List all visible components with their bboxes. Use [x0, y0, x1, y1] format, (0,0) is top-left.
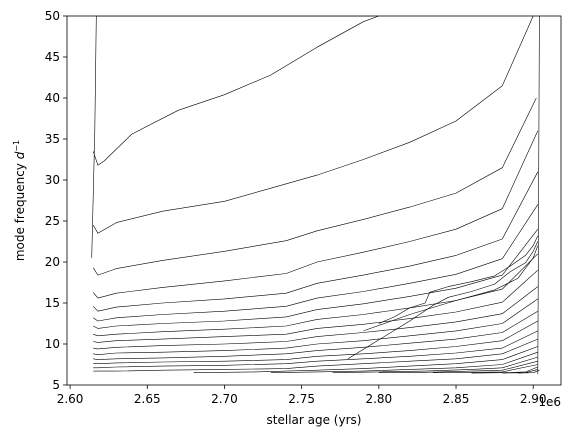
y-tick-label: 5: [52, 378, 60, 392]
series-line-10: [93, 269, 539, 343]
plot-area: [66, 15, 562, 386]
series-line-17: [193, 346, 538, 373]
y-tick-label: 50: [45, 9, 60, 23]
x-offset-label: 1e6: [538, 395, 561, 409]
plot-frame: [66, 15, 562, 386]
series-line-24: [517, 369, 540, 374]
y-axis: 5 10 15 20 25 30 35 40 45 50: [45, 9, 67, 392]
y-axis-label-unit: d: [13, 151, 27, 163]
x-tick-label: 2.70: [211, 392, 238, 406]
x-axis-label: stellar age (yrs): [267, 413, 362, 427]
y-tick-label: 25: [45, 214, 60, 228]
series-line-18: [270, 351, 538, 373]
x-axis: 2.60 2.65 2.70 2.75 2.80 2.85 2.90: [57, 385, 547, 406]
x-tick-label: 2.60: [57, 392, 84, 406]
series-line-4: [92, 97, 537, 276]
series-line-19: [332, 356, 538, 373]
y-tick-label: 15: [45, 296, 60, 310]
y-tick-label: 20: [45, 255, 60, 269]
series-line-2: [92, 16, 379, 166]
series-line-22: [471, 366, 538, 374]
x-tick-label: 2.90: [520, 392, 547, 406]
series-line-20: [378, 360, 538, 374]
x-tick-label: 2.80: [365, 392, 392, 406]
series-line-16: [93, 338, 538, 372]
y-axis-label-exponent: −1: [12, 140, 21, 152]
x-tick-label: 2.75: [288, 392, 315, 406]
series-line-28: [537, 16, 540, 375]
x-tick-label: 2.85: [443, 392, 470, 406]
series-line-26: [378, 235, 539, 324]
series-line-7: [93, 204, 539, 322]
series-line-3: [92, 16, 534, 234]
series-line-5: [92, 130, 539, 299]
series-layer: [91, 16, 540, 375]
series-line-25: [347, 241, 539, 360]
series-line-13: [93, 310, 538, 360]
series-line-8: [93, 229, 539, 329]
y-tick-label: 10: [45, 337, 60, 351]
y-tick-label: 30: [45, 173, 60, 187]
y-tick-label: 35: [45, 132, 60, 146]
series-line-15: [93, 330, 538, 369]
y-tick-label: 40: [45, 91, 60, 105]
series-line-12: [93, 298, 538, 356]
y-tick-label: 45: [45, 50, 60, 64]
x-tick-label: 2.65: [134, 392, 161, 406]
series-line-27: [363, 245, 539, 332]
series-line-1: [91, 16, 372, 258]
y-axis-label-text: mode frequency: [13, 163, 27, 261]
series-line-6: [92, 171, 539, 312]
series-line-11: [93, 286, 538, 350]
series-line-14: [93, 320, 538, 365]
y-axis-label: mode frequency d−1: [12, 140, 27, 261]
series-line-21: [432, 364, 538, 373]
